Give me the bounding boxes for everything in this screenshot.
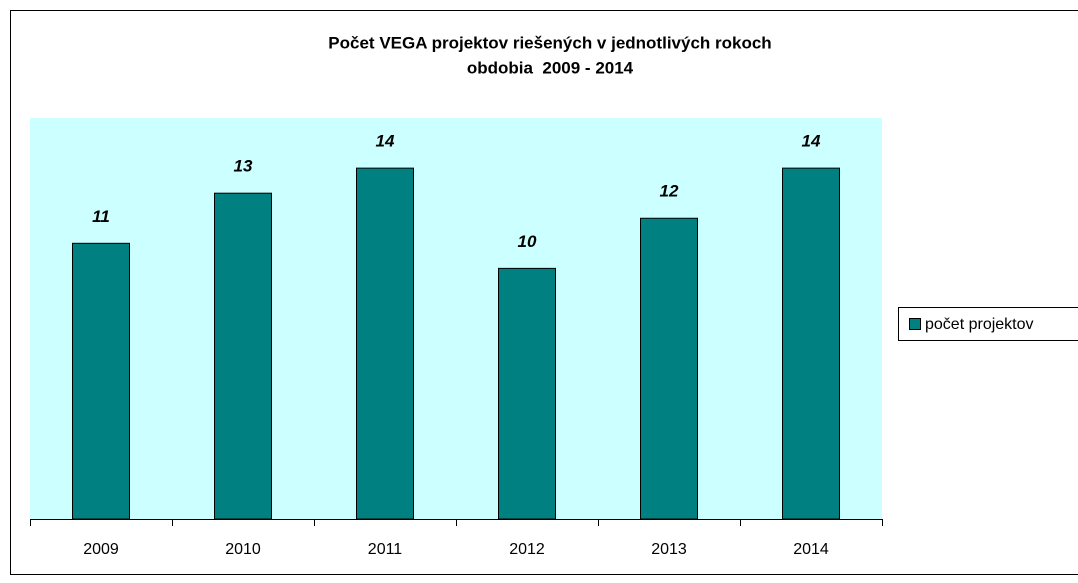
x-tick-label: 2011 — [368, 541, 403, 558]
plot-area — [30, 118, 882, 519]
value-label: 10 — [518, 232, 537, 251]
x-tick-label: 2010 — [225, 541, 261, 558]
bar — [356, 167, 414, 520]
value-label: 13 — [234, 157, 253, 176]
bar — [782, 167, 840, 520]
chart-title: Počet VEGA projektov riešených v jednotl… — [328, 33, 771, 52]
legend-box — [898, 307, 1078, 341]
x-tick-label: 2009 — [83, 541, 119, 558]
bar — [72, 242, 130, 520]
chart-title: obdobia 2009 - 2014 — [467, 58, 634, 77]
bar — [214, 192, 272, 520]
value-label: 11 — [92, 207, 110, 226]
legend-label: počet projektov — [925, 316, 1034, 333]
x-tick-label: 2012 — [509, 541, 545, 558]
x-tick-label: 2013 — [651, 541, 687, 558]
value-label: 14 — [376, 132, 395, 151]
x-tick-label: 2014 — [793, 541, 829, 558]
bar — [640, 217, 698, 520]
value-label: 12 — [660, 182, 679, 201]
value-label: 14 — [802, 132, 821, 151]
legend-swatch — [909, 318, 921, 330]
bar — [498, 267, 556, 520]
